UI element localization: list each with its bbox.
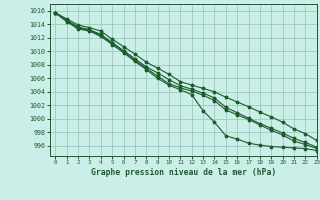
X-axis label: Graphe pression niveau de la mer (hPa): Graphe pression niveau de la mer (hPa) <box>91 168 276 177</box>
